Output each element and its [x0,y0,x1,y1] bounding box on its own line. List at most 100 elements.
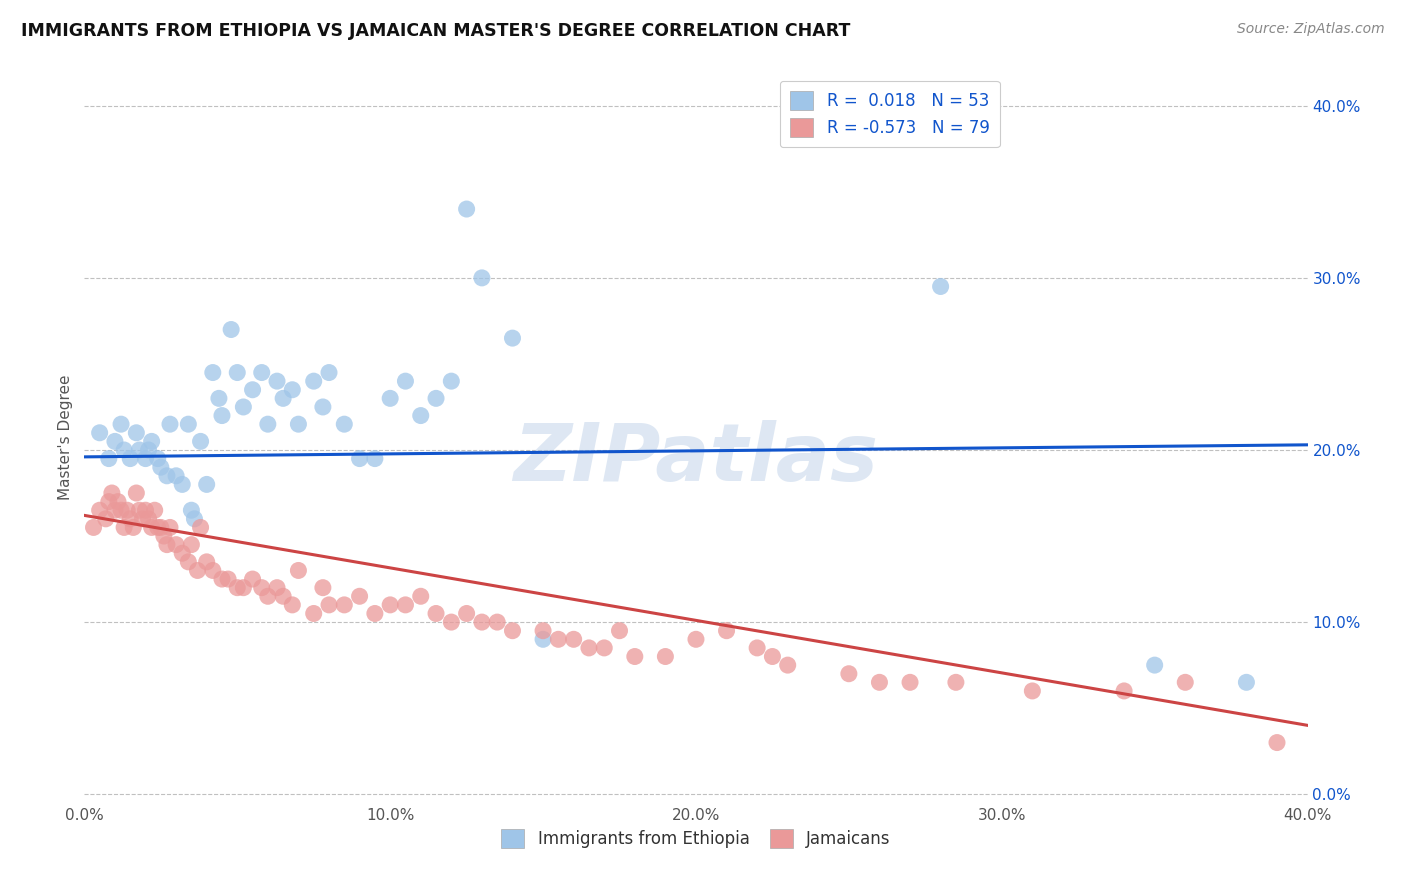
Point [177,555,200,569]
Point [1114,684,1136,698]
Point [440,615,463,629]
Point [349,451,371,466]
Point [312,581,335,595]
Point [380,392,402,406]
Point [257,417,280,432]
Point [107,494,129,508]
Point [281,383,304,397]
Point [747,640,769,655]
Point [471,615,494,629]
Point [266,581,288,595]
Point [211,572,233,586]
Point [156,468,179,483]
Point [531,632,554,647]
Point [135,503,157,517]
Point [945,675,967,690]
Point [287,417,309,432]
Point [190,434,212,449]
Point [242,572,264,586]
Point [869,675,891,690]
Point [250,366,273,380]
Point [122,520,145,534]
Point [281,598,304,612]
Point [232,581,254,595]
Point [125,425,148,440]
Point [349,589,371,603]
Point [125,486,148,500]
Point [250,581,273,595]
Point [333,417,356,432]
Point [159,417,181,432]
Point [531,624,554,638]
Point [456,607,478,621]
Point [110,503,132,517]
Point [149,520,172,534]
Point [104,503,127,517]
Point [153,529,176,543]
Point [547,632,569,647]
Point [177,417,200,432]
Point [440,374,463,388]
Text: IMMIGRANTS FROM ETHIOPIA VS JAMAICAN MASTER'S DEGREE CORRELATION CHART: IMMIGRANTS FROM ETHIOPIA VS JAMAICAN MAS… [21,22,851,40]
Point [1143,658,1166,673]
Point [97,451,120,466]
Point [685,632,707,647]
Point [128,442,150,457]
Point [394,598,416,612]
Point [226,581,249,595]
Point [609,624,631,638]
Point [654,649,676,664]
Point [201,564,224,578]
Point [190,520,212,534]
Point [135,451,157,466]
Point [165,468,187,483]
Point [409,589,432,603]
Point [380,598,402,612]
Point [201,366,224,380]
Point [898,675,921,690]
Point [266,374,288,388]
Point [159,520,181,534]
Point [112,442,135,457]
Point [1236,675,1258,690]
Point [456,202,478,216]
Point [271,589,294,603]
Point [101,486,124,500]
Point [120,451,142,466]
Point [183,512,205,526]
Point [172,477,194,491]
Point [186,564,208,578]
Point [271,392,294,406]
Point [211,409,233,423]
Point [716,624,738,638]
Point [219,322,242,336]
Point [318,366,340,380]
Point [115,503,138,517]
Point [486,615,509,629]
Point [624,649,647,664]
Point [1265,735,1288,749]
Point [471,271,494,285]
Point [104,434,127,449]
Point [83,520,105,534]
Point [217,572,239,586]
Point [195,555,218,569]
Point [172,546,194,560]
Point [302,374,325,388]
Point [333,598,356,612]
Point [138,512,160,526]
Point [425,392,447,406]
Point [112,520,135,534]
Point [141,434,163,449]
Point [287,564,309,578]
Point [94,512,117,526]
Point [318,598,340,612]
Point [929,279,952,293]
Point [146,520,169,534]
Y-axis label: Master's Degree: Master's Degree [58,375,73,500]
Point [146,451,169,466]
Point [180,503,202,517]
Point [208,392,231,406]
Point [195,477,218,491]
Point [89,425,111,440]
